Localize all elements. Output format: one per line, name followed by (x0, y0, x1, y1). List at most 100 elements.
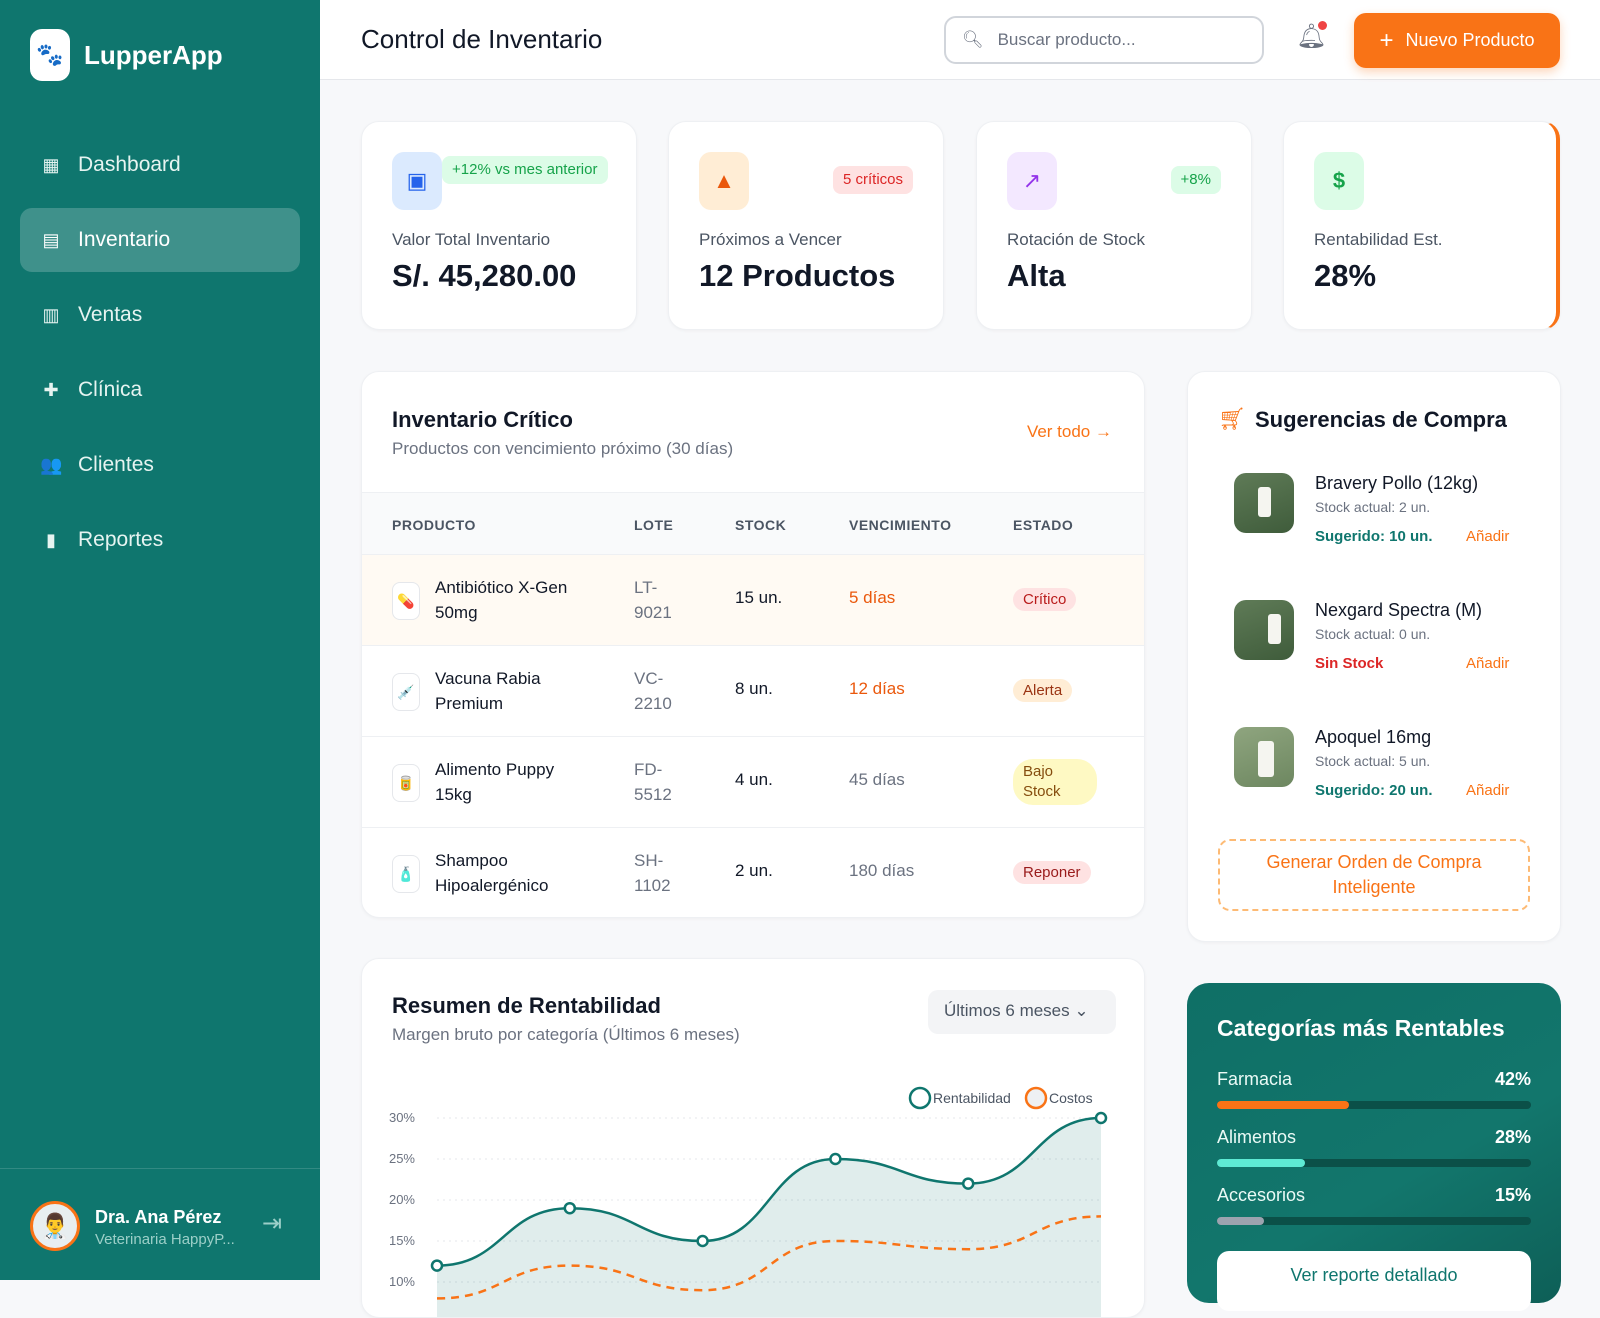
category-label: Farmacia (1217, 1069, 1293, 1089)
stat-label: Rentabilidad Est. (1314, 230, 1443, 249)
expiry: 45 días (849, 770, 905, 789)
stat-label: Próximos a Vencer (699, 230, 842, 249)
generate-order-button[interactable]: Generar Orden de Compra Inteligente (1218, 839, 1530, 911)
chevron-down-icon: ⌄ (1074, 1001, 1089, 1020)
stat-label: Valor Total Inventario (392, 230, 551, 249)
archive-icon: ▣ (392, 152, 442, 210)
sidebar-item-inventario[interactable]: ▤ Inventario (20, 208, 300, 272)
progress-fill (1217, 1217, 1265, 1225)
sidebar-item-clientes[interactable]: 👥 Clientes (20, 433, 300, 497)
sidebar-item-dashboard[interactable]: ▦ Dashboard (20, 133, 300, 197)
stock: 2 un. (735, 861, 773, 880)
logo[interactable]: 🐾 LupperApp (30, 29, 223, 81)
series-line-costos (436, 1215, 1102, 1300)
status-badge: Bajo Stock (1013, 759, 1097, 805)
sidebar: 🐾 LupperApp ▦ Dashboard ▤ Inventario ▥ Vent… (0, 0, 320, 1280)
logout-icon[interactable]: ⇥ (262, 1210, 283, 1237)
data-point (563, 1201, 577, 1215)
user-name: Dra. Ana Pérez (95, 1207, 222, 1227)
category-label: Alimentos (1217, 1127, 1297, 1147)
cash-register-icon: ▥ (42, 304, 60, 325)
sidebar-item-ventas[interactable]: ▥ Ventas (20, 283, 300, 347)
top-categories-card: Categorías más Rentables Farmacia 42% Ali… (1187, 983, 1561, 1311)
range-select[interactable]: Últimos 6 meses ⌄ (928, 990, 1116, 1034)
data-point (696, 1234, 709, 1248)
section-subtitle: Productos con vencimiento próximo (30 dí… (392, 439, 734, 458)
add-button[interactable]: Añadir (1466, 655, 1510, 672)
product-name: Vacuna Rabia Premium (435, 669, 541, 713)
series-line-rentabilidad (436, 1116, 1102, 1267)
column-header[interactable]: PRODUCTO (392, 517, 476, 533)
stat-card-expiring: ▲ 5 críticos Próximos a Vencer 12 Produc… (668, 121, 944, 330)
progress-bar (1217, 1217, 1531, 1225)
user-profile: 👨‍⚕️ Dra. Ana Pérez Veterinaria HappyP..… (0, 1168, 320, 1280)
stat-badge: +12% vs mes anterior (442, 156, 608, 184)
sidebar-item-clinica[interactable]: ✚ Clínica (20, 358, 300, 422)
column-header[interactable]: STOCK (735, 517, 787, 533)
sidebar-item-label: Inventario (78, 228, 171, 251)
y-tick-label: 30% (389, 1110, 415, 1125)
food-can-icon: 🥫 (392, 764, 420, 802)
category-label: Accesorios (1217, 1185, 1306, 1205)
section-title: Resumen de Rentabilidad (392, 993, 661, 1018)
table-row[interactable]: 💉 Vacuna Rabia Premium VC-2210 8 un. 12 … (362, 645, 1144, 736)
avatar[interactable]: 👨‍⚕️ (30, 1201, 80, 1251)
dashboard-icon: ▦ (42, 154, 60, 175)
column-header[interactable]: ESTADO (1013, 517, 1074, 533)
lot: LT-9021 (634, 578, 672, 622)
data-point (430, 1259, 444, 1272)
product-name: Nexgard Spectra (M) (1315, 600, 1483, 620)
trending-up-icon: ↗ (1007, 152, 1057, 210)
add-button[interactable]: Añadir (1466, 782, 1510, 799)
section-title: Categorías más Rentables (1217, 1015, 1505, 1041)
status-badge: Reponer (1013, 861, 1091, 884)
table-row[interactable]: 🧴 Shampoo Hipoalergénico SH-1102 2 un. 1… (362, 827, 1144, 917)
stat-badge: +8% (1170, 166, 1221, 194)
column-header[interactable]: VENCIMIENTO (849, 517, 952, 533)
data-point (1094, 1111, 1108, 1125)
current-stock: Stock actual: 0 un. (1315, 626, 1431, 642)
stock: 8 un. (735, 679, 773, 698)
y-tick-label: 10% (389, 1274, 415, 1289)
sidebar-item-label: Clínica (78, 378, 143, 401)
table-row[interactable]: 💊 Antibiótico X-Gen 50mg LT-9021 15 un. … (362, 554, 1144, 645)
sidebar-item-label: Dashboard (78, 153, 181, 176)
stat-value: Alta (1007, 258, 1066, 293)
product-image (1234, 600, 1294, 660)
current-stock: Stock actual: 2 un. (1315, 499, 1431, 515)
paw-icon: 🐾 (30, 29, 70, 81)
sidebar-item-label: Reportes (78, 528, 164, 551)
product-name: Alimento Puppy 15kg (435, 760, 555, 804)
category-value: 28% (1494, 1127, 1531, 1147)
search-icon: 🔍︎ (962, 30, 984, 49)
detailed-report-button[interactable]: Ver reporte detallado (1217, 1251, 1531, 1311)
suggestion-item: Bravery Pollo (12kg) Stock actual: 2 un.… (1234, 473, 1554, 553)
legend-marker (908, 1086, 932, 1110)
legend-label: Costos (1049, 1090, 1093, 1106)
dollar-icon: $ (1314, 152, 1364, 210)
table-row[interactable]: 🥫 Alimento Puppy 15kg FD-5512 4 un. 45 d… (362, 736, 1144, 827)
column-header[interactable]: LOTE (634, 517, 674, 533)
add-button[interactable]: Añadir (1466, 528, 1510, 545)
search-input[interactable]: 🔍︎ Buscar producto... (944, 16, 1264, 64)
expiry: 12 días (849, 679, 905, 698)
range-select-value: Últimos 6 meses (944, 1001, 1070, 1020)
sidebar-item-label: Clientes (78, 453, 154, 476)
y-tick-label: 15% (389, 1233, 415, 1248)
sidebar-item-label: Ventas (78, 303, 143, 326)
product-name: Shampoo Hipoalergénico (435, 851, 549, 895)
stock: 15 un. (735, 588, 783, 607)
lot: FD-5512 (634, 760, 672, 804)
sidebar-item-reportes[interactable]: ▮ Reportes (20, 508, 300, 572)
category-value: 15% (1494, 1185, 1531, 1205)
notification-dot (1318, 21, 1327, 30)
syringe-icon: 💉 (392, 673, 420, 711)
stat-card-profitability: $ Rentabilidad Est. 28% (1283, 121, 1560, 330)
stat-label: Rotación de Stock (1007, 230, 1145, 249)
new-product-button[interactable]: + Nuevo Producto (1354, 13, 1560, 68)
out-of-stock-label: Sin Stock (1315, 655, 1384, 672)
stock: 4 un. (735, 770, 773, 789)
view-all-link[interactable]: Ver todo → (1026, 422, 1112, 441)
users-icon: 👥 (40, 454, 63, 475)
category-value: 42% (1494, 1069, 1531, 1089)
